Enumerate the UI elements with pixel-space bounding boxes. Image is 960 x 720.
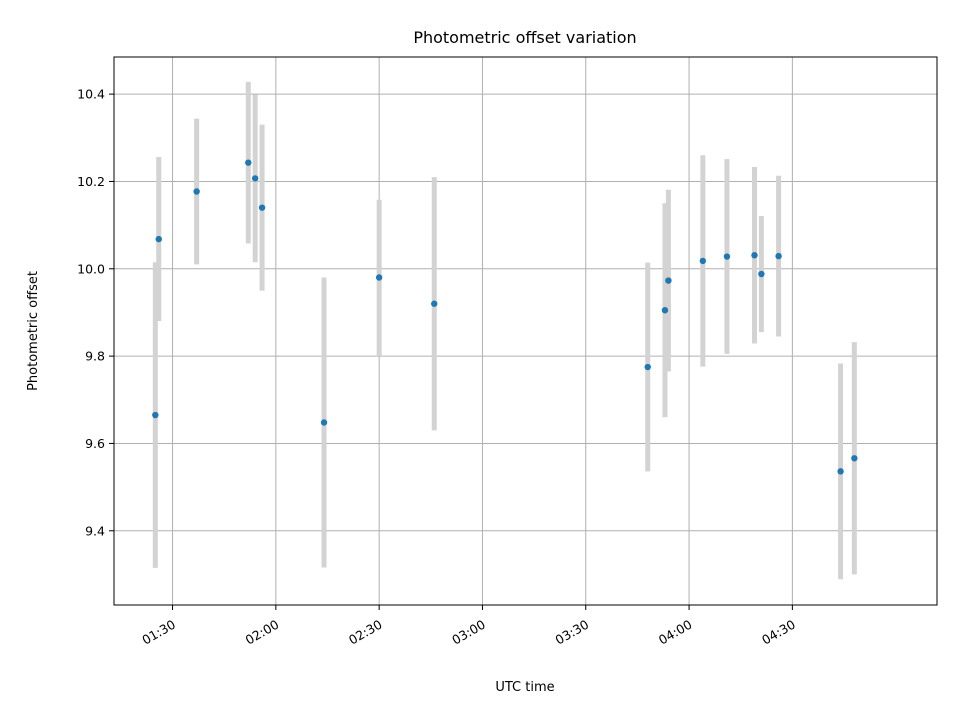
x-tick-label: 02:30 [346, 617, 385, 648]
data-point [258, 204, 266, 211]
x-tick-label: 03:00 [449, 617, 488, 648]
x-tick-label: 01:30 [139, 617, 178, 648]
data-point [751, 252, 758, 259]
data-point [661, 307, 669, 314]
x-axis-label: UTC time [495, 680, 554, 695]
data-point [665, 277, 672, 284]
data-point [723, 253, 731, 260]
data-point [193, 188, 200, 195]
x-tick-label: 03:30 [553, 617, 592, 648]
x-axis-ticks: 01:30 02:00 02:30 03:00 03:30 04:00 04:30 [139, 605, 798, 648]
grid-layer [114, 57, 937, 605]
plot-frame [113, 56, 938, 606]
x-tick-label: 04:00 [656, 617, 695, 648]
data-point [775, 252, 782, 260]
y-tick-label: 10.0 [77, 261, 105, 276]
x-tick-label: 04:30 [759, 617, 798, 648]
x-tick-label: 02:00 [243, 617, 282, 648]
y-tick-label: 9.6 [85, 436, 105, 451]
data-point [699, 257, 707, 265]
chart-title: Photometric offset variation [413, 28, 636, 47]
data-point [251, 175, 259, 182]
y-tick-label: 9.8 [85, 349, 105, 364]
data-point [851, 455, 858, 462]
data-point [152, 411, 159, 419]
y-tick-label: 10.2 [77, 174, 105, 189]
data-point [375, 274, 383, 281]
y-axis-ticks: 9.4 9.6 9.8 10.0 10.2 10.4 [77, 87, 114, 538]
data-point [245, 159, 252, 166]
errorbar-layer [152, 81, 857, 580]
data-point [155, 235, 162, 243]
y-axis-label: Photometric offset [26, 271, 41, 391]
data-point [758, 270, 765, 278]
data-point [431, 300, 438, 307]
y-tick-label: 10.4 [77, 87, 105, 102]
data-point [837, 468, 844, 475]
data-point [644, 363, 651, 371]
y-tick-label: 9.4 [85, 523, 105, 538]
point-layer [152, 159, 858, 475]
data-point [320, 419, 328, 426]
